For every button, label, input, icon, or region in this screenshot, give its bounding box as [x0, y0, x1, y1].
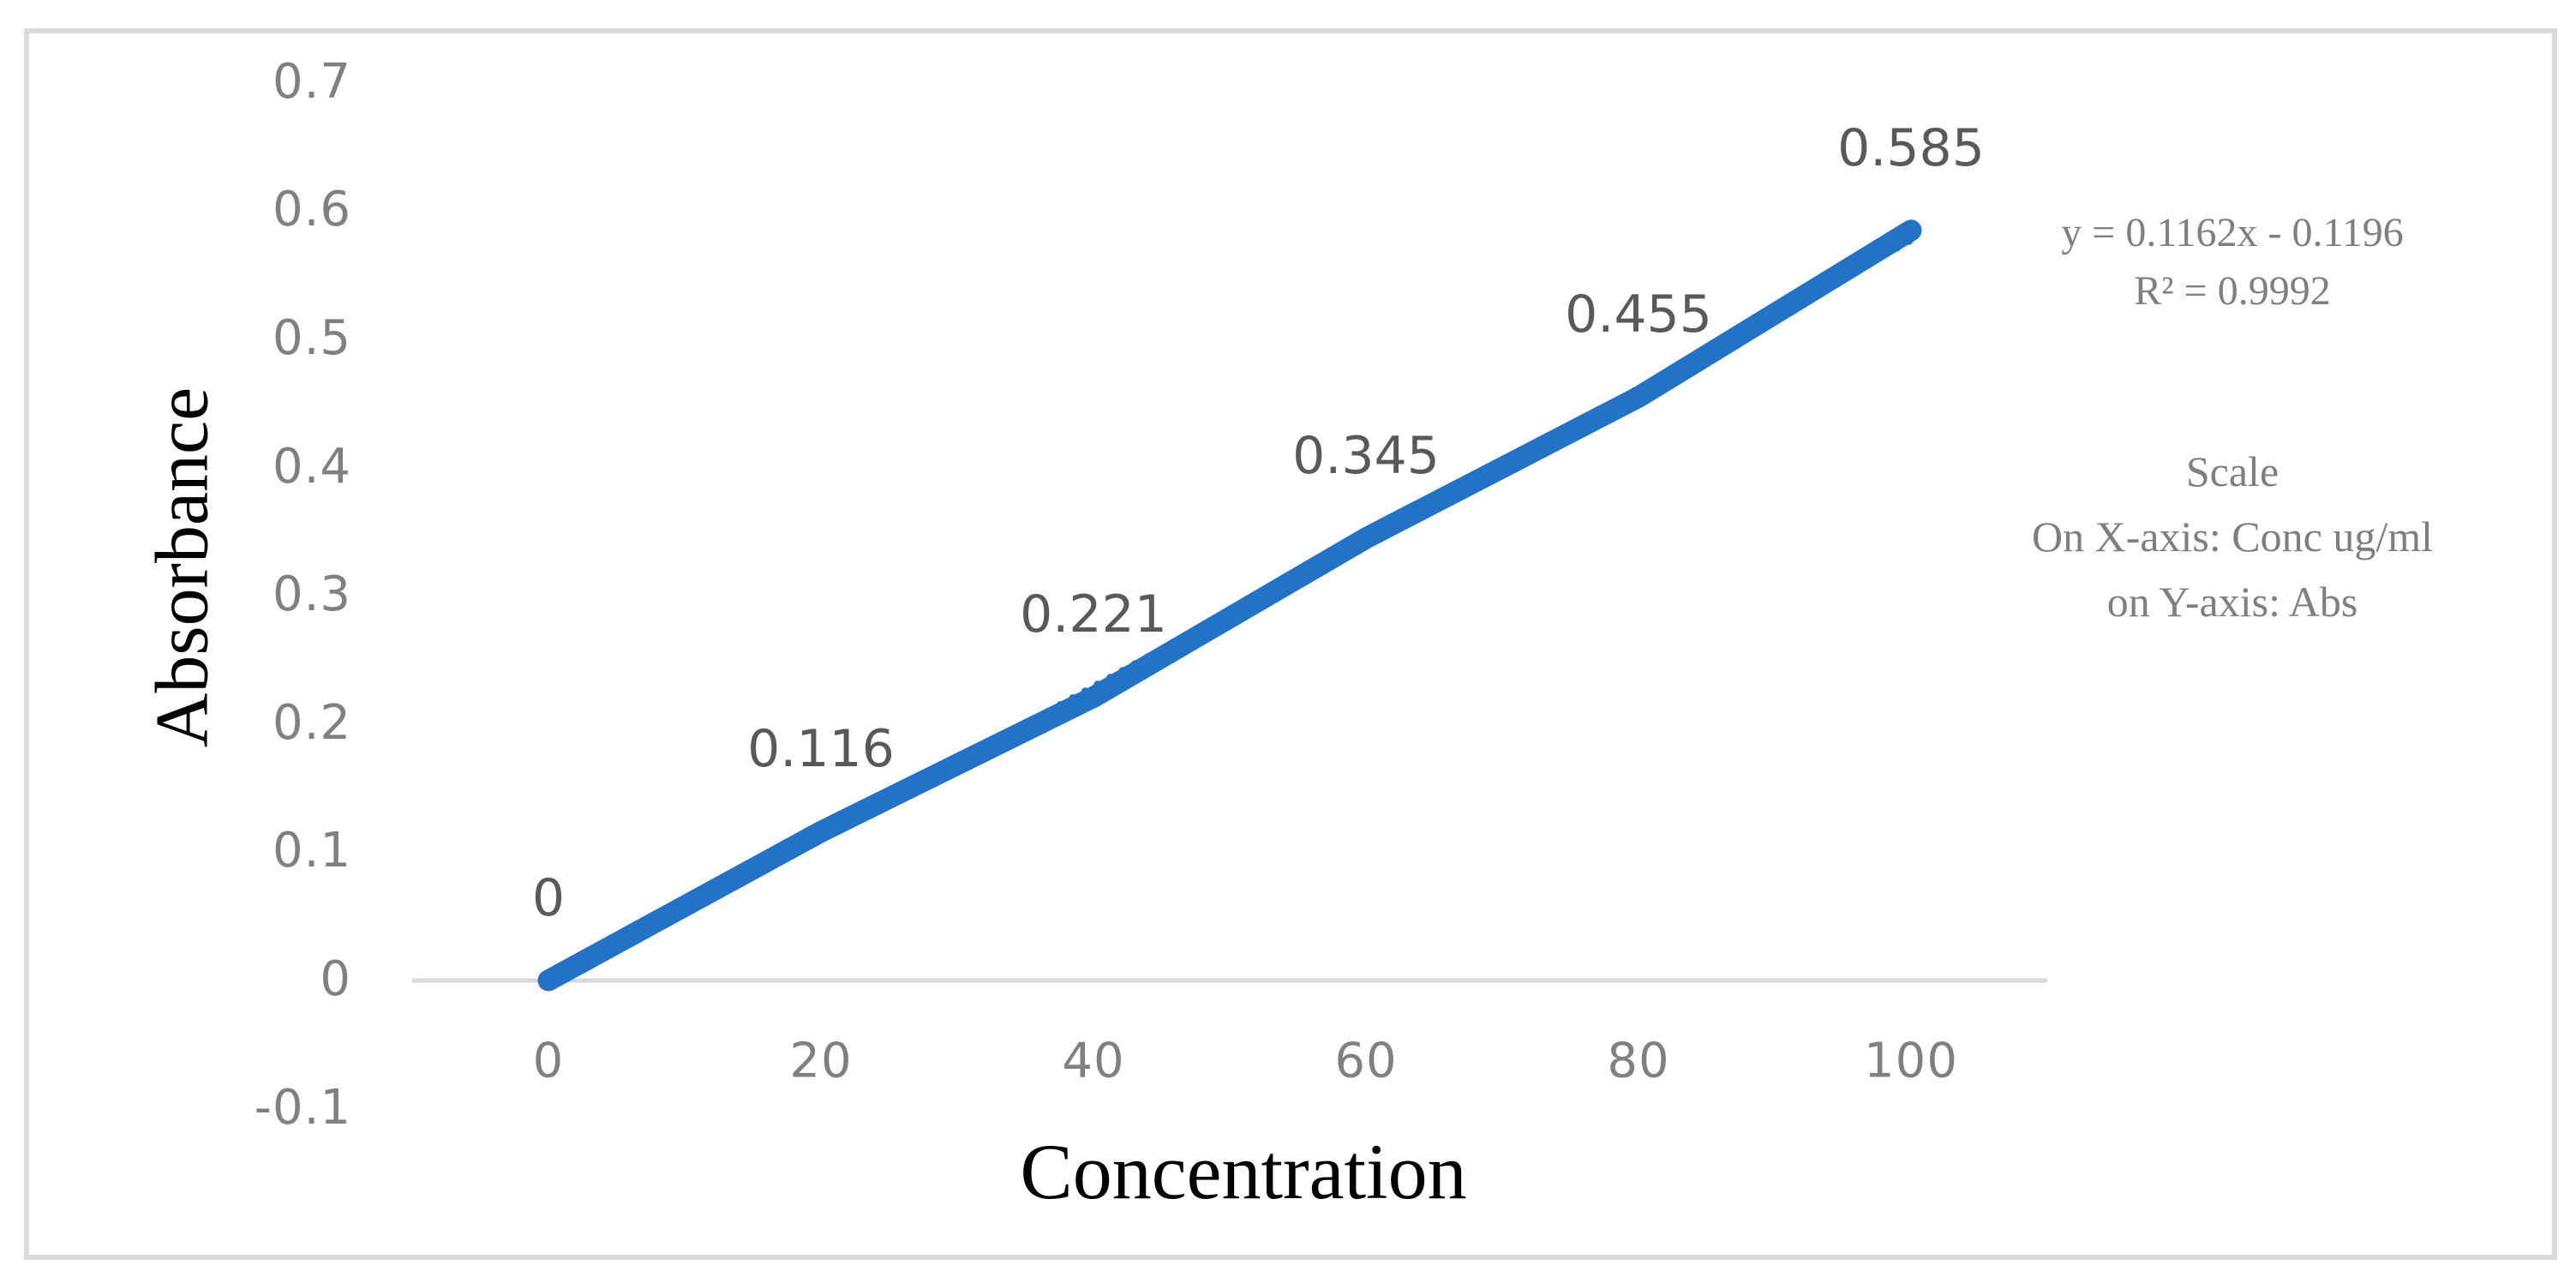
scale-note-title: Scale	[2185, 447, 2279, 495]
y-tick-label-0.6: 0.6	[272, 182, 351, 238]
x-tick-label-0: 0	[532, 1033, 565, 1089]
scale-note-x-axis: On X-axis: Conc ug/ml	[2031, 513, 2434, 561]
data-label-0.116: 0.116	[747, 719, 895, 779]
trendline-equation-line1: y = 0.1162x - 0.1196	[2061, 210, 2404, 255]
y-tick-label-0.2: 0.2	[272, 695, 351, 752]
y-tick-label--0.1: -0.1	[254, 1080, 351, 1136]
scale-note: Scale On X-axis: Conc ug/ml on Y-axis: A…	[2032, 439, 2433, 634]
data-label-0: 0	[531, 868, 566, 928]
y-tick-label-0.5: 0.5	[272, 310, 351, 367]
x-tick-label-60: 60	[1334, 1033, 1398, 1089]
trendline-r-squared: R² = 0.9992	[2134, 268, 2331, 314]
x-axis-title: Concentration	[1020, 1128, 1467, 1215]
y-tick-label-0.3: 0.3	[272, 567, 351, 623]
scale-note-y-axis: on Y-axis: Abs	[2106, 578, 2358, 626]
data-series-line	[537, 219, 1922, 992]
data-label-0.585: 0.585	[1837, 118, 1985, 178]
y-axis-title: Absorbance	[141, 387, 225, 748]
data-label-0.345: 0.345	[1292, 426, 1440, 486]
y-tick-label-0.1: 0.1	[272, 823, 351, 879]
y-tick-label-0.4: 0.4	[272, 439, 351, 495]
x-tick-label-100: 100	[1864, 1033, 1958, 1089]
x-tick-label-40: 40	[1062, 1033, 1125, 1089]
data-label-0.221: 0.221	[1020, 585, 1167, 644]
x-tick-label-80: 80	[1607, 1033, 1670, 1089]
data-label-0.455: 0.455	[1565, 285, 1712, 345]
x-tick-label-20: 20	[789, 1033, 853, 1089]
y-tick-label-0.7: 0.7	[272, 54, 351, 111]
trendline-equation: y = 0.1162x - 0.1196 R² = 0.9992	[2061, 204, 2404, 321]
y-tick-label-0: 0	[320, 951, 351, 1008]
